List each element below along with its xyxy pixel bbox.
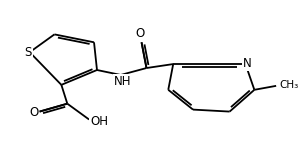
Text: OH: OH	[90, 115, 108, 128]
Text: N: N	[243, 57, 252, 70]
Text: O: O	[29, 106, 38, 119]
Text: S: S	[24, 46, 31, 59]
Text: NH: NH	[114, 75, 131, 88]
Text: CH₃: CH₃	[279, 80, 298, 90]
Text: O: O	[135, 27, 144, 40]
